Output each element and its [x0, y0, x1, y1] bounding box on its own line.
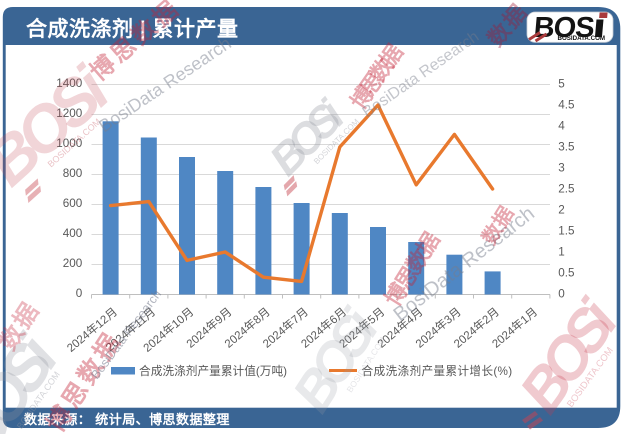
svg-text:0.5: 0.5 — [558, 267, 575, 280]
svg-text:3.5: 3.5 — [558, 141, 575, 154]
svg-text:200: 200 — [63, 257, 83, 270]
svg-text:4.5: 4.5 — [558, 99, 575, 112]
svg-text:5: 5 — [558, 78, 565, 91]
svg-text:0: 0 — [76, 287, 83, 300]
svg-text:2: 2 — [558, 204, 565, 217]
svg-text:600: 600 — [63, 197, 83, 210]
svg-text:合成洗涤剂产量累计增长(%): 合成洗涤剂产量累计增长(%) — [362, 364, 513, 378]
svg-text:1000: 1000 — [56, 137, 83, 150]
svg-text:合成洗涤剂 | 累计产量: 合成洗涤剂 | 累计产量 — [26, 17, 239, 41]
svg-text:2.5: 2.5 — [558, 183, 575, 196]
svg-text:1.5: 1.5 — [558, 225, 575, 238]
svg-text:400: 400 — [63, 227, 83, 240]
svg-text:数据来源： 统计局、博思数据整理: 数据来源： 统计局、博思数据整理 — [24, 412, 230, 427]
svg-text:4: 4 — [558, 120, 565, 133]
svg-text:BOS: BOS — [532, 12, 595, 44]
svg-text:BOSIDATA.COM: BOSIDATA.COM — [558, 35, 606, 42]
svg-text:1200: 1200 — [56, 107, 83, 120]
svg-text:0: 0 — [558, 288, 565, 301]
svg-text:1: 1 — [558, 246, 565, 259]
svg-text:合成洗涤剂产量累计值(万吨): 合成洗涤剂产量累计值(万吨) — [139, 364, 287, 378]
svg-text:3: 3 — [558, 162, 565, 175]
svg-text:1400: 1400 — [56, 77, 83, 90]
svg-text:800: 800 — [63, 167, 83, 180]
